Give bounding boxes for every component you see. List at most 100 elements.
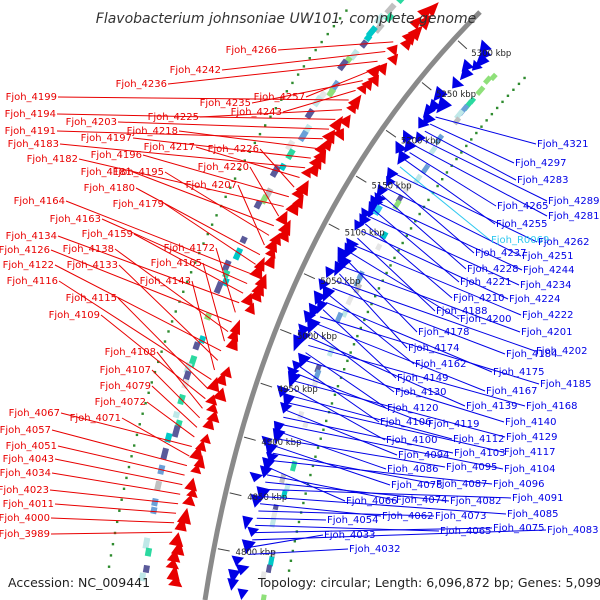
- gc-dot: [389, 264, 392, 267]
- gene-label-forward: Fjoh_4163: [50, 214, 101, 225]
- ruler-tick: [280, 328, 292, 335]
- label-connector: [353, 244, 522, 316]
- forward-gene-arrow: [225, 333, 238, 352]
- gene-label-forward: Fjoh_4023: [0, 485, 49, 496]
- label-connector: [191, 280, 215, 371]
- gene-label-reverse: Fjoh_4078: [391, 480, 442, 491]
- label-connector: [78, 158, 284, 207]
- gc-dot: [512, 88, 515, 91]
- forward-gene-arrow: [346, 102, 357, 115]
- gc-dot: [332, 25, 336, 28]
- gc-dot: [363, 318, 366, 322]
- forward-gene-arrow: [300, 167, 311, 179]
- gene-label-reverse: Fjoh_4033: [324, 530, 375, 541]
- forward-gene-arrow: [416, 14, 432, 31]
- gc-dot: [269, 115, 272, 118]
- forward-gene-arrow: [202, 416, 215, 431]
- gene-label-reverse: Fjoh_4062: [382, 511, 433, 522]
- reverse-gene-arrow: [247, 526, 260, 537]
- gc-dot: [153, 370, 157, 374]
- feature-bar: [326, 87, 337, 98]
- feature-bar: [192, 341, 201, 351]
- label-connector: [50, 517, 175, 524]
- label-connector: [404, 159, 496, 225]
- feature-bar: [144, 547, 153, 557]
- label-connector: [51, 472, 181, 495]
- label-connector: [51, 429, 188, 467]
- label-connector: [263, 488, 512, 499]
- label-connector: [117, 297, 209, 390]
- gc-dot: [345, 9, 348, 12]
- label-connector: [117, 121, 330, 130]
- reverse-gene-arrow: [395, 140, 408, 154]
- gene-label-reverse: Fjoh_4094: [398, 450, 449, 461]
- feature-bar: [402, 181, 413, 195]
- gene-label-reverse: Fjoh_4130: [395, 387, 446, 398]
- reverse-gene-arrow: [386, 166, 399, 181]
- gc-dot: [427, 198, 430, 202]
- gene-label-reverse: Fjoh_4087: [436, 479, 487, 490]
- gene-label-forward: Fjoh_4195: [113, 167, 164, 178]
- label-connector: [50, 531, 173, 535]
- gene-label-forward: Fjoh_4266: [226, 45, 277, 56]
- gene-label-forward: Fjoh_4179: [113, 199, 164, 210]
- reverse-gene-arrow: [259, 465, 273, 479]
- gc-dot: [352, 343, 356, 346]
- feature-bar: [375, 243, 383, 251]
- gc-dot: [322, 428, 325, 431]
- gc-dot: [311, 464, 315, 468]
- label-connector: [290, 395, 453, 440]
- gene-label-forward: Fjoh_4164: [14, 196, 65, 207]
- feature-bar: [452, 116, 462, 126]
- reverse-gene-arrow: [404, 138, 417, 153]
- label-connector: [361, 230, 509, 300]
- gene-label-reverse: Fjoh_4032: [349, 544, 400, 555]
- forward-gene-arrow: [361, 78, 373, 91]
- feature-bar: [380, 230, 389, 240]
- gc-dot: [480, 125, 483, 128]
- label-connector: [381, 194, 467, 270]
- label-connector: [259, 148, 295, 188]
- gene-label-reverse: Fjoh_4175: [493, 367, 544, 378]
- gc-dot: [189, 271, 193, 274]
- gene-label-reverse: Fjoh_4120: [387, 403, 438, 414]
- label-connector: [325, 301, 493, 373]
- feature-bar: [279, 473, 287, 484]
- label-connector: [409, 152, 497, 207]
- gene-label-forward: Fjoh_4218: [127, 126, 178, 137]
- gc-dot: [338, 17, 342, 20]
- reverse-gene-arrow: [303, 309, 316, 323]
- label-connector: [151, 385, 198, 428]
- reverse-gene-arrow: [415, 131, 427, 144]
- ruler-tick: [243, 436, 256, 441]
- gene-label-reverse: Fjoh_4091: [512, 493, 563, 504]
- gc-dot: [370, 302, 373, 306]
- gene-label-reverse: Fjoh_4075: [493, 523, 544, 534]
- feature-bar: [285, 148, 296, 161]
- gene-label-reverse: Fjoh_4104: [504, 464, 555, 475]
- gene-label-reverse: Fjoh_4244: [523, 265, 574, 276]
- label-connector: [249, 548, 349, 555]
- gc-dot: [285, 90, 289, 93]
- gc-dot: [253, 141, 257, 145]
- label-connector: [221, 51, 386, 71]
- gc-dot: [107, 565, 111, 568]
- gc-dot: [475, 131, 478, 135]
- label-connector: [100, 314, 206, 400]
- label-connector: [60, 412, 192, 447]
- feature-bar: [392, 199, 402, 211]
- gene-label-forward: Fjoh_4109: [49, 310, 100, 321]
- feature-bar: [384, 2, 397, 16]
- label-connector: [419, 137, 548, 202]
- forward-gene-arrow: [386, 44, 398, 57]
- label-connector: [345, 259, 418, 333]
- forward-gene-arrow: [248, 287, 262, 303]
- gc-dot: [157, 360, 160, 364]
- forward-gene-arrow: [347, 94, 362, 111]
- gene-label-reverse: Fjoh_4265: [497, 201, 548, 212]
- gene-label-reverse: Fjoh_4251: [522, 251, 573, 262]
- label-connector: [249, 166, 280, 217]
- label-connector: [261, 496, 507, 515]
- label-connector: [299, 366, 380, 423]
